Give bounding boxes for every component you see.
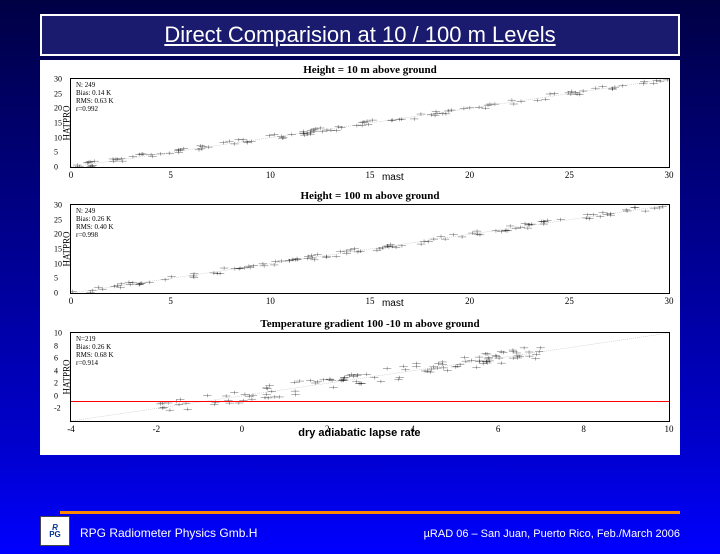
x-axis-annot: mast bbox=[382, 298, 404, 309]
x-tick: 15 bbox=[366, 296, 375, 306]
subplot-2: Temperature gradient 100 -10 m above gro… bbox=[70, 318, 670, 422]
x-tick: 25 bbox=[565, 170, 574, 180]
y-tick: 15 bbox=[54, 119, 62, 128]
x-axis-annot: mast bbox=[382, 172, 404, 183]
x-tick: 5 bbox=[168, 296, 173, 306]
x-tick: 10 bbox=[665, 424, 674, 434]
logo: R PG bbox=[40, 516, 70, 546]
x-tick: 10 bbox=[266, 170, 275, 180]
chart-area: Height = 10 m above ground HATPRON: 249 B… bbox=[40, 60, 680, 455]
x-tick: 10 bbox=[266, 296, 275, 306]
x-tick: 30 bbox=[665, 296, 674, 306]
x-tick: -4 bbox=[67, 424, 75, 434]
y-tick: 25 bbox=[54, 89, 62, 98]
y-tick: 10 bbox=[54, 329, 62, 338]
y-tick: 25 bbox=[54, 215, 62, 224]
y-tick: 20 bbox=[54, 104, 62, 113]
y-axis-label: HATPRO bbox=[62, 105, 72, 140]
subplot-0: Height = 10 m above ground HATPRON: 249 B… bbox=[70, 64, 670, 168]
x-tick: 0 bbox=[69, 170, 74, 180]
y-axis-label: HATPRO bbox=[62, 231, 72, 266]
x-tick: 15 bbox=[366, 170, 375, 180]
subplot-title: Height = 10 m above ground bbox=[70, 64, 670, 76]
y-tick: 30 bbox=[54, 75, 62, 84]
lapse-rate-line bbox=[71, 401, 669, 402]
footer-left: RPG Radiometer Physics Gmb.H bbox=[80, 526, 257, 540]
plot-box: HATPRON: 249 Bias: 0.14 K RMS: 0.63 K r=… bbox=[70, 78, 670, 168]
y-tick: 30 bbox=[54, 201, 62, 210]
y-tick: 5 bbox=[54, 148, 58, 157]
logo-text-bot: PG bbox=[49, 531, 61, 538]
lapse-rate-label: dry adiabatic lapse rate bbox=[298, 427, 420, 439]
y-axis-label: HATPRO bbox=[62, 359, 72, 394]
x-tick: 0 bbox=[240, 424, 245, 434]
page-title: Direct Comparision at 10 / 100 m Levels bbox=[164, 22, 555, 47]
x-tick: 0 bbox=[69, 296, 74, 306]
y-tick: 6 bbox=[54, 354, 58, 363]
y-tick: -2 bbox=[54, 404, 61, 413]
y-tick: 10 bbox=[54, 133, 62, 142]
x-tick: 8 bbox=[581, 424, 586, 434]
subplot-1: Height = 100 m above ground HATPRON: 249 … bbox=[70, 190, 670, 294]
y-tick: 8 bbox=[54, 341, 58, 350]
plot-box: HATPRON=219 Bias: 0.26 K RMS: 0.68 K r=0… bbox=[70, 332, 670, 422]
y-tick: 10 bbox=[54, 259, 62, 268]
subplot-title: Temperature gradient 100 -10 m above gro… bbox=[70, 318, 670, 330]
scatter-svg bbox=[71, 205, 669, 293]
y-tick: 0 bbox=[54, 289, 58, 298]
x-tick: 25 bbox=[565, 296, 574, 306]
y-tick: 2 bbox=[54, 379, 58, 388]
x-tick: 30 bbox=[665, 170, 674, 180]
x-tick: 20 bbox=[465, 170, 474, 180]
footer-right: µRAD 06 – San Juan, Puerto Rico, Feb./Ma… bbox=[424, 528, 680, 540]
scatter-svg bbox=[71, 79, 669, 167]
title-bar: Direct Comparision at 10 / 100 m Levels bbox=[40, 14, 680, 56]
x-tick: -2 bbox=[153, 424, 161, 434]
plot-box: HATPRON: 249 Bias: 0.26 K RMS: 0.40 K r=… bbox=[70, 204, 670, 294]
x-tick: 5 bbox=[168, 170, 173, 180]
x-tick: 6 bbox=[496, 424, 501, 434]
scatter-svg bbox=[71, 333, 669, 421]
y-tick: 0 bbox=[54, 391, 58, 400]
y-tick: 15 bbox=[54, 245, 62, 254]
y-tick: 0 bbox=[54, 163, 58, 172]
subplot-title: Height = 100 m above ground bbox=[70, 190, 670, 202]
y-tick: 5 bbox=[54, 274, 58, 283]
footer-divider bbox=[60, 511, 680, 514]
x-tick: 20 bbox=[465, 296, 474, 306]
y-tick: 20 bbox=[54, 230, 62, 239]
y-tick: 4 bbox=[54, 366, 58, 375]
